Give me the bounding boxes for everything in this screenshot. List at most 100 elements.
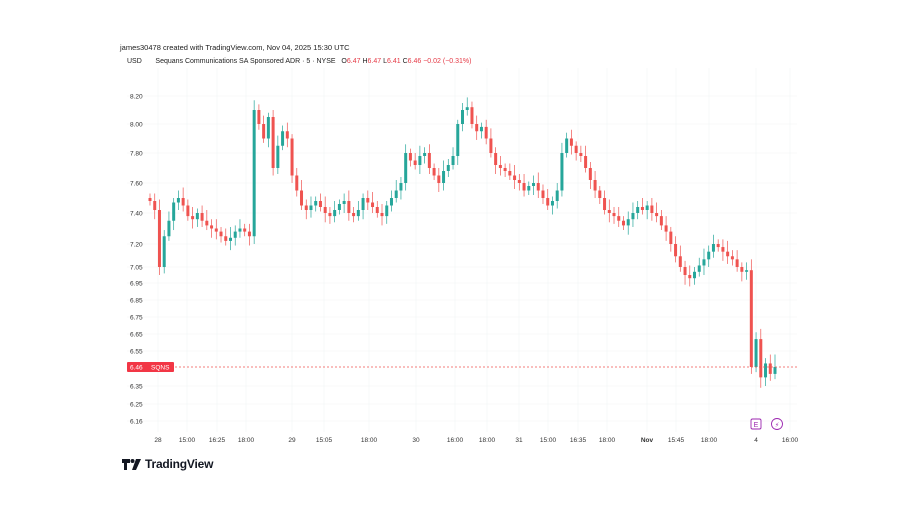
candle [550, 196, 554, 215]
candle [247, 223, 251, 246]
y-tick-label: 6.65 [130, 331, 143, 338]
candle [167, 211, 171, 241]
candle [200, 205, 204, 227]
candle [461, 103, 464, 132]
candle [375, 201, 379, 218]
candle [456, 119, 460, 165]
candle [626, 211, 630, 235]
candle [304, 199, 308, 220]
candle [318, 193, 322, 212]
candle [427, 144, 431, 174]
candle [730, 250, 734, 266]
candle [754, 332, 758, 373]
candle [636, 201, 640, 220]
candle [479, 122, 483, 139]
candle [527, 181, 531, 195]
ohlc-high-label: H [362, 58, 368, 65]
dividend-badge[interactable]: ⚡ [771, 418, 783, 430]
y-tick-label: 6.55 [130, 348, 143, 355]
candle [503, 163, 507, 177]
candle [579, 145, 583, 162]
tradingview-logo-icon [122, 458, 141, 470]
candle [768, 354, 772, 381]
candle [669, 226, 673, 252]
candle [224, 228, 228, 246]
candle [688, 265, 692, 287]
y-tick-label: 7.05 [130, 264, 143, 271]
candle [399, 177, 403, 200]
candle [342, 193, 346, 213]
x-tick-label: 16:25 [209, 437, 226, 444]
candle [764, 358, 768, 386]
candle [252, 100, 256, 244]
candle [380, 204, 384, 226]
earnings-badge[interactable]: E [750, 418, 762, 430]
candle [489, 128, 493, 158]
candle [674, 236, 678, 263]
candle [285, 122, 289, 148]
ohlc-open: 6.47 [346, 58, 361, 65]
symbol-header: USD Sequans Communications SA Sponsored … [127, 58, 471, 65]
candle [309, 196, 313, 218]
x-tick-label: 18:00 [361, 437, 378, 444]
candle [418, 145, 422, 174]
y-tick-label: 7.20 [130, 241, 143, 248]
candle [650, 198, 654, 221]
candle [172, 198, 176, 231]
candle [707, 245, 711, 267]
ohlc-low-label: L [383, 58, 387, 65]
candle [451, 147, 455, 170]
x-tick-label: 18:00 [479, 437, 496, 444]
candle [749, 259, 753, 374]
candle [300, 180, 304, 210]
candle [290, 134, 294, 183]
candle [432, 163, 436, 180]
candle [517, 174, 521, 191]
x-tick-label: 28 [154, 437, 162, 444]
tradingview-logo: TradingView [122, 457, 213, 471]
candle [423, 147, 427, 164]
candle [555, 183, 559, 209]
candle [271, 110, 275, 176]
candle [541, 184, 545, 204]
candle [276, 135, 280, 174]
candle [442, 160, 446, 191]
candle [617, 207, 621, 227]
y-tick-label: 8.20 [130, 93, 143, 100]
candle [659, 210, 663, 231]
x-tick-label: 15:05 [316, 437, 333, 444]
x-tick-label: 29 [288, 437, 296, 444]
candle [328, 207, 332, 224]
x-tick-label: 18:00 [599, 437, 616, 444]
y-tick-label: 6.16 [130, 418, 143, 425]
x-tick-label: 31 [515, 437, 523, 444]
candle [702, 248, 706, 275]
x-tick-label: 15:00 [540, 437, 557, 444]
symbol-title[interactable]: Sequans Communications SA Sponsored ADR … [155, 58, 336, 65]
x-tick-label: 15:45 [668, 437, 685, 444]
candle [257, 104, 261, 130]
candle [721, 239, 725, 261]
candle [437, 168, 441, 192]
candle [598, 186, 602, 204]
price-tag-ticker: SQNS [151, 364, 170, 371]
candle [546, 189, 550, 210]
candle [314, 196, 318, 212]
candle [693, 267, 697, 285]
candle [228, 226, 232, 251]
candle [295, 168, 299, 197]
candle [726, 240, 730, 264]
candles [148, 97, 777, 388]
x-tick-label: 16:00 [447, 437, 464, 444]
price-axis: 8.20 8.00 7.80 7.60 7.40 7.20 7.05 6.95 6.85 6.75… [130, 93, 143, 425]
price-change: −0.02 (−0.31%) [423, 58, 472, 65]
y-tick-label: 6.95 [130, 280, 143, 287]
price-tag: 6.46 SQNS [127, 362, 174, 372]
candle [584, 145, 588, 173]
candle [536, 172, 540, 198]
candle [394, 180, 398, 203]
candle [281, 125, 285, 151]
candle [735, 250, 739, 272]
candle [219, 226, 223, 243]
